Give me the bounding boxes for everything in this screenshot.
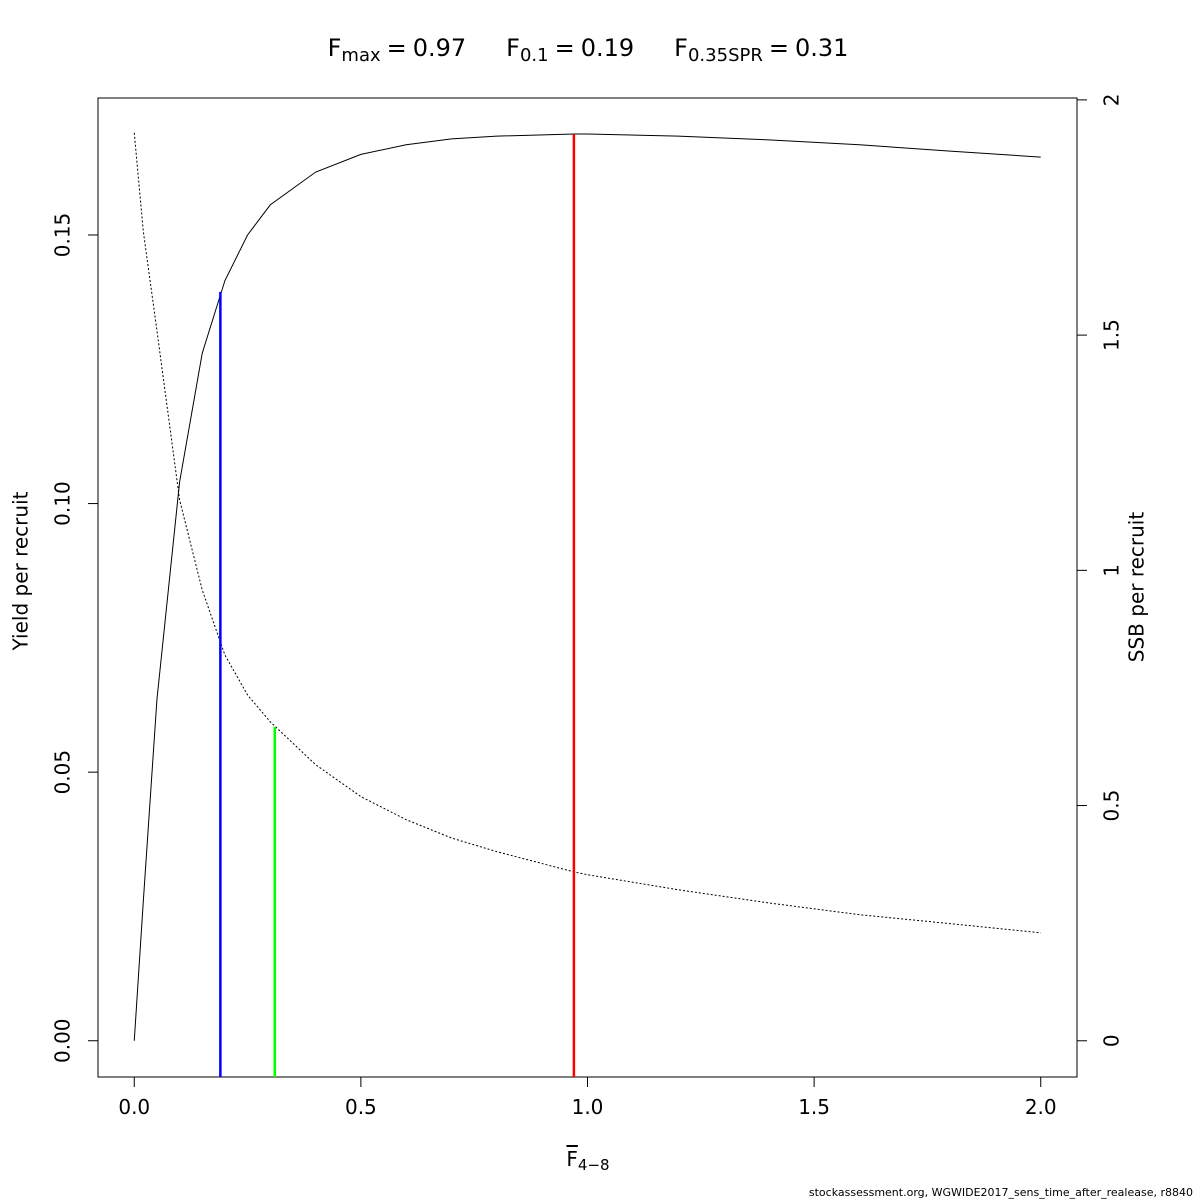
chart-title: Fmax = 0.97 F0.1 = 0.19 F0.35SPR = 0.31 [328,34,849,66]
y-axis-label: Yield per recruit [9,491,33,651]
y2-tick-label: 0.5 [1100,790,1124,822]
title-subscript: 0.1 [520,45,549,66]
y-tick-label: 0.15 [51,213,75,258]
title-symbol: F [328,34,342,62]
series-line [133,132,1041,934]
title-subscript: 0.35SPR [688,45,763,66]
y-tick-label: 0.10 [51,481,75,526]
footnote: stockassessment.org, WGWIDE2017_sens_tim… [809,1186,1193,1199]
title-value: 0.19 [581,34,634,62]
plot-frame [97,97,1078,1078]
title-operator: = [769,34,789,62]
x-tick-label: 0.0 [118,1095,150,1119]
y-tick-label: 0.05 [51,750,75,795]
y-tick-label: 0.00 [51,1018,75,1063]
title-value: 0.97 [413,34,466,62]
y2-axis-label: SSB per recruit [1125,512,1149,663]
title-value: 0.31 [795,34,848,62]
title-operator: = [555,34,575,62]
title-symbol: F [506,34,520,62]
y2-tick-label: 2 [1100,94,1124,107]
title-operator: = [387,34,407,62]
title-subscript: max [341,45,381,66]
x-tick-label: 1.5 [798,1095,830,1119]
y2-tick-label: 1.5 [1100,319,1124,351]
series-line [133,133,1041,1041]
y2-tick-label: 0 [1100,1034,1124,1047]
x-axis-label: F4−8 [566,1147,609,1174]
y2-tick-label: 1 [1100,564,1124,577]
x-tick-label: 2.0 [1025,1095,1057,1119]
title-symbol: F [674,34,688,62]
x-label-subscript: 4−8 [578,1156,610,1174]
x-label-text: F [566,1147,578,1171]
x-tick-label: 1.0 [572,1095,604,1119]
x-tick-label: 0.5 [345,1095,377,1119]
